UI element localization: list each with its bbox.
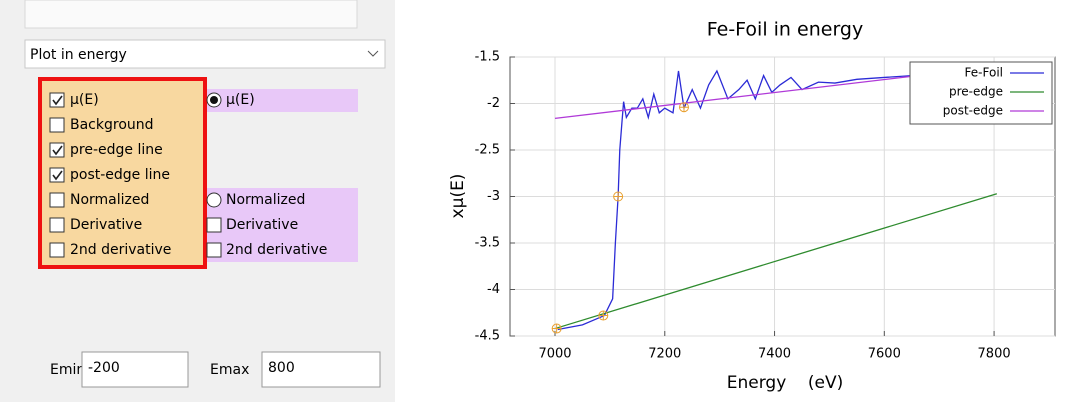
option-label: 2nd derivative [226,242,327,258]
settings-panel: Plot in energy Emin -200 Emax 800 μ(E) Ba… [0,0,395,402]
emin-label: Emin [50,362,85,378]
x-axis-label: Energy (eV) [727,373,844,393]
marker [551,323,562,334]
y-tick-label: -4 [487,282,500,297]
x-tick-label: 7400 [758,347,791,362]
check-mark [52,170,63,181]
series-line [557,64,995,331]
dropdown[interactable] [24,39,386,69]
y-tick-label: -4.5 [475,329,500,344]
checkbox[interactable] [49,142,65,158]
emax-value: 800 [268,360,295,376]
radio[interactable] [206,192,222,208]
marker-cross [679,102,689,112]
chevron [367,50,379,57]
x-tick-label: 7600 [868,347,901,362]
legend-box [909,61,1053,125]
checkbox[interactable] [49,192,65,208]
chart-title: Fe-Foil in energy [707,19,863,41]
x-tick-label: 7000 [538,347,571,362]
option-label: Background [70,117,154,133]
legend-label: Fe-Foil [965,66,1003,80]
option-label: μ(E) [70,92,99,108]
radio-bg [205,188,358,262]
marker-cross [598,311,608,321]
legend-label: pre-edge [949,85,1003,99]
x-tick-label: 7200 [648,347,681,362]
option-label: Derivative [70,217,142,233]
checkbox[interactable] [49,242,65,258]
y-tick-label: -3.5 [475,236,500,251]
dropdown-text: Plot in energy [30,47,127,63]
option-label: μ(E) [226,92,255,108]
checkbox[interactable] [206,242,222,258]
checkbox[interactable] [49,117,65,133]
option-label: pre-edge line [70,142,163,158]
check-mark [52,145,63,156]
radio-bg [205,89,358,112]
options-bg [42,81,203,265]
emin-value: -200 [88,360,120,376]
marker [598,310,609,321]
marker [678,102,689,113]
series-line [554,193,998,330]
y-tick-label: -2.5 [475,143,500,158]
y-axis-label: xμ(E) [448,174,468,219]
option-label: Derivative [226,217,298,233]
checkbox[interactable] [49,167,65,183]
x-tick-label: 7800 [978,347,1011,362]
option-label: Normalized [226,192,305,208]
highlight-box [38,77,207,269]
marker-cross [613,192,623,201]
emax-label: Emax [210,362,249,378]
y-tick-label: -2 [487,96,500,111]
check-mark [52,95,63,106]
option-label: 2nd derivative [70,242,171,258]
legend-label: post-edge [943,104,1003,118]
y-tick-label: -3 [487,189,500,204]
radio-dot [210,96,218,104]
emin-input[interactable] [81,351,189,388]
emax-input[interactable] [261,351,381,388]
checkbox[interactable] [49,217,65,233]
checkbox[interactable] [206,217,222,233]
marker-cross [552,324,562,334]
marker [613,191,624,202]
option-label: post-edge line [70,167,170,183]
checkbox[interactable] [49,92,65,108]
y-tick-label: -1.5 [475,50,500,65]
top-box [24,0,358,29]
option-label: Normalized [70,192,149,208]
